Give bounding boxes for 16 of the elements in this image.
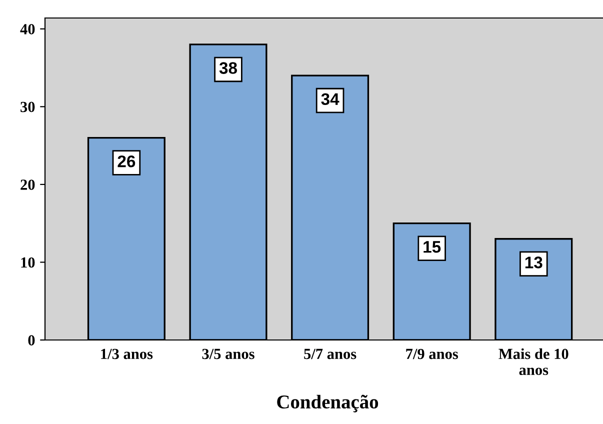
data-label: 26 [118, 155, 136, 168]
data-label: 34 [321, 93, 340, 106]
x-tick-label: Mais de 10 anos [498, 348, 568, 376]
y-tick-label: 20 [20, 180, 35, 190]
y-tick-label: 0 [28, 335, 35, 346]
data-label: 38 [219, 62, 237, 74]
y-tick-label: 10 [21, 257, 35, 268]
x-tick-label: 3/5 anos [202, 348, 254, 360]
x-tick-label: 1/3 anos [101, 348, 153, 360]
y-tick-label: 40 [20, 24, 35, 34]
x-tick-label: 5/7 anos [304, 348, 356, 360]
data-label: 15 [424, 241, 441, 253]
x-axis-title: Condenação [277, 394, 378, 412]
data-label: 13 [525, 256, 542, 268]
x-tick-label: 7/9 anos [406, 348, 458, 360]
y-tick-label: 30 [20, 102, 35, 112]
